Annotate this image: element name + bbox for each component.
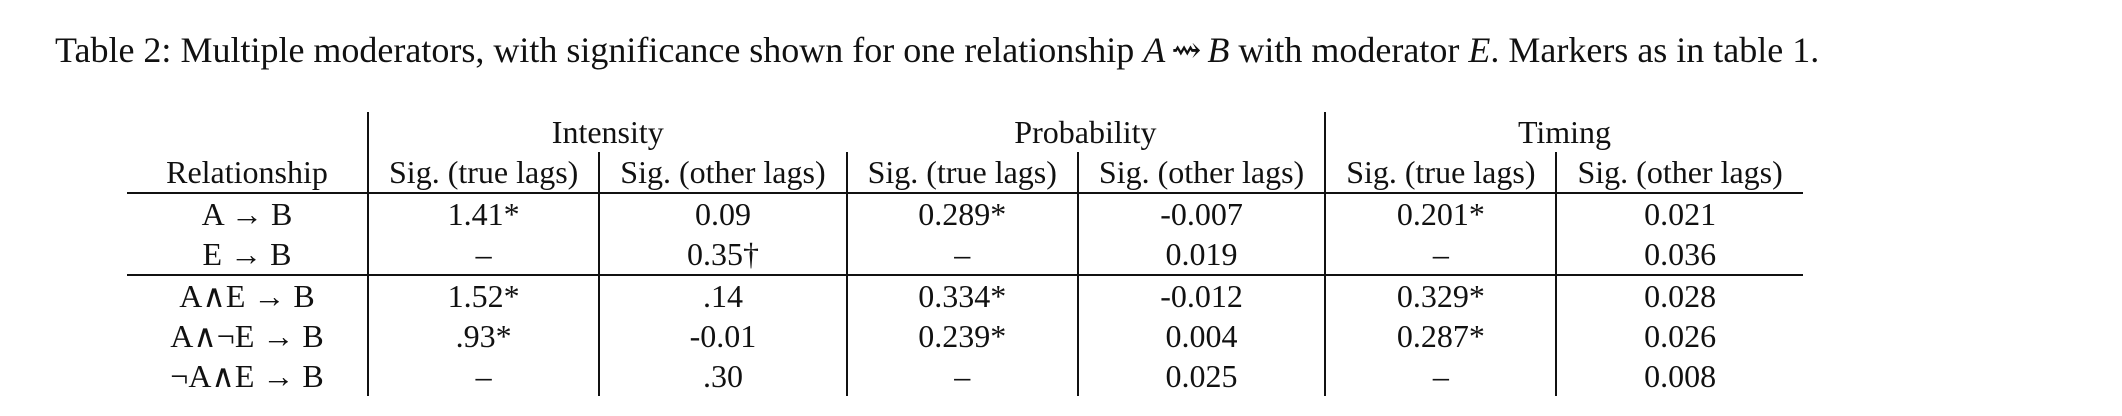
caption-var-e: E (1468, 30, 1491, 70)
caption-mid: with moderator (1229, 30, 1469, 70)
relationship-cell: A∧E → B (127, 274, 368, 316)
value-cell: 0.036 (1555, 234, 1803, 275)
value-cell: – (366, 234, 600, 275)
table-row: A∧¬E → B .93* -0.01 0.239* 0.004 0.287* … (127, 316, 1803, 356)
relationship-header: Relationship (127, 152, 368, 194)
value-cell: 0.021 (1555, 193, 1803, 234)
value-cell: – (1324, 234, 1557, 275)
value-cell: 0.025 (1076, 356, 1326, 396)
value-cell: 0.289* (845, 193, 1078, 234)
value-cell: 0.35† (598, 234, 847, 275)
value-cell: – (366, 356, 600, 396)
value-cell: 0.09 (598, 193, 847, 234)
value-cell: – (845, 356, 1078, 396)
value-cell: .30 (598, 356, 847, 396)
value-cell: 0.019 (1076, 234, 1326, 275)
value-cell: -0.007 (1076, 193, 1326, 234)
group-header-row: Intensity Probability Timing (127, 112, 1803, 152)
value-cell: 0.026 (1555, 316, 1803, 356)
caption-var-a: A (1143, 30, 1166, 70)
results-table: Intensity Probability Timing Relationshi… (127, 112, 1803, 396)
caption-var-b: B (1207, 30, 1230, 70)
value-cell: 0.329* (1324, 274, 1557, 316)
table-row: A → B 1.41* 0.09 0.289* -0.007 0.201* 0.… (127, 193, 1803, 234)
group-header-intensity: Intensity (367, 112, 847, 152)
subheader-probability-other: Sig. (other lags) (1076, 152, 1326, 194)
caption-squiggle-arrow: ⇝ (1171, 30, 1202, 70)
subheader-timing-true: Sig. (true lags) (1324, 152, 1557, 194)
value-cell: 0.239* (845, 316, 1078, 356)
subheader-timing-other: Sig. (other lags) (1555, 152, 1803, 194)
caption-suffix: . Markers as in table 1. (1490, 30, 1820, 70)
value-cell: 0.287* (1324, 316, 1557, 356)
table-caption: Table 2: Multiple moderators, with signi… (55, 22, 1819, 78)
value-cell: 0.004 (1076, 316, 1326, 356)
value-cell: 1.52* (366, 274, 600, 316)
relationship-cell: A∧¬E → B (170, 318, 324, 354)
value-cell: 0.334* (845, 274, 1078, 316)
subheader-intensity-other: Sig. (other lags) (598, 152, 847, 194)
relationship-cell: ¬A∧E → B (170, 358, 324, 394)
value-cell: – (1324, 356, 1557, 396)
value-cell: 1.41* (366, 193, 600, 234)
relationship-cell: E → B (202, 236, 292, 272)
value-cell: – (845, 234, 1078, 275)
value-cell: .93* (366, 316, 600, 356)
table-row: A∧E → B 1.52* .14 0.334* -0.012 0.329* 0… (127, 274, 1803, 316)
value-cell: 0.201* (1324, 193, 1557, 234)
group-header-timing: Timing (1324, 112, 1803, 152)
subheader-intensity-true: Sig. (true lags) (366, 152, 600, 194)
caption-prefix: Table 2: Multiple moderators, with signi… (55, 30, 1144, 70)
value-cell: 0.028 (1555, 274, 1803, 316)
subheader-row: Relationship Sig. (true lags) Sig. (othe… (127, 152, 1803, 194)
table-row: ¬A∧E → B – .30 – 0.025 – 0.008 (127, 356, 1803, 396)
subheader-probability-true: Sig. (true lags) (845, 152, 1078, 194)
value-cell: 0.008 (1555, 356, 1803, 396)
group-header-empty (127, 112, 368, 152)
value-cell: -0.01 (598, 316, 847, 356)
table-row: E → B – 0.35† – 0.019 – 0.036 (127, 234, 1803, 275)
group-header-probability: Probability (1014, 114, 1157, 150)
value-cell: .14 (598, 274, 847, 316)
value-cell: -0.012 (1076, 274, 1326, 316)
relationship-cell: A → B (201, 196, 293, 232)
